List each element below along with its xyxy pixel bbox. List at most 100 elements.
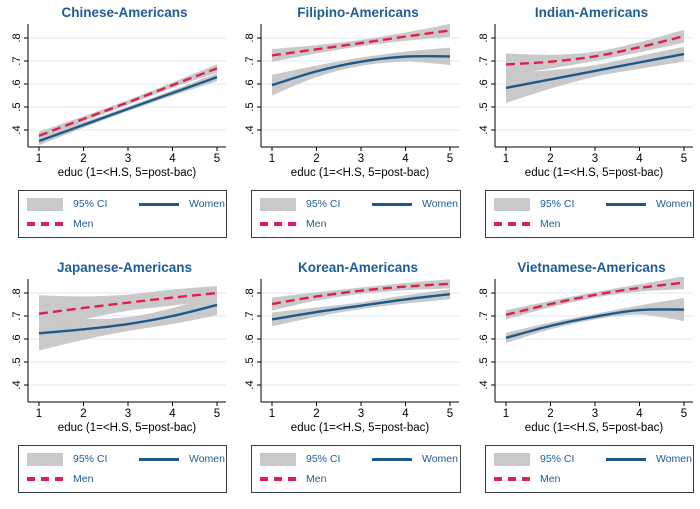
svg-text:3: 3 [592,408,598,420]
legend-row: Men [27,469,222,489]
svg-text:5: 5 [214,408,220,420]
legend-row: 95% CI Women [494,449,692,469]
svg-text:1: 1 [36,153,42,165]
svg-text:.6: .6 [244,334,256,343]
svg-text:3: 3 [358,153,364,165]
svg-text:.7: .7 [478,56,490,65]
svg-text:.7: .7 [478,311,490,320]
legend: 95% CI Women Men [18,445,227,493]
svg-text:1: 1 [503,408,509,420]
svg-text:.6: .6 [11,79,23,88]
women-line-swatch [606,457,646,461]
svg-text:5: 5 [214,153,220,165]
women-label: Women [189,198,225,210]
svg-text:educ (1=<H.S, 5=post-bac): educ (1=<H.S, 5=post-bac) [58,167,197,179]
legend-row: 95% CI Women [260,194,458,214]
svg-text:2: 2 [80,408,86,420]
svg-text:.8: .8 [478,288,490,297]
svg-text:4: 4 [636,153,643,165]
svg-text:.7: .7 [244,56,256,65]
svg-text:.4: .4 [244,125,256,134]
svg-text:.5: .5 [11,102,23,111]
legend-row: Men [27,214,222,234]
panel-title: Chinese-Americans [61,5,188,20]
svg-text:educ (1=<H.S, 5=post-bac): educ (1=<H.S, 5=post-bac) [525,422,664,434]
svg-text:.6: .6 [244,79,256,88]
svg-text:3: 3 [125,408,131,420]
men-line-swatch [494,477,534,481]
legend-row: 95% CI Women [260,449,458,469]
panel-indian-americans: Indian-Americans .4 .5 .6 .7 .8 1 2 3 4 5 educ (1=… [467,0,700,255]
svg-text:4: 4 [169,153,176,165]
svg-text:4: 4 [402,408,409,420]
men-label: Men [73,218,94,230]
svg-text:3: 3 [358,408,364,420]
svg-text:.6: .6 [478,334,490,343]
ci-swatch [27,197,63,211]
legend-row: Men [494,469,689,489]
women-line-swatch [139,457,179,461]
svg-text:.4: .4 [11,125,23,134]
ci-swatch [494,452,530,466]
svg-text:.4: .4 [478,380,490,389]
men-label: Men [306,473,327,485]
ci-swatch [260,452,296,466]
women-line-swatch [372,202,412,206]
panel-title: Indian-Americans [534,5,649,20]
women-label: Women [422,453,458,465]
svg-text:.5: .5 [244,102,256,111]
ci-label: 95% CI [540,453,575,465]
svg-text:2: 2 [313,408,319,420]
svg-text:1: 1 [269,153,275,165]
legend: 95% CI Women Men [18,190,227,238]
panel-plot: .4 .5 .6 .7 .8 1 2 3 4 5 educ (1=<H.S, 5=post-bac) [244,279,459,434]
svg-text:4: 4 [402,153,409,165]
panel-plot: .4 .5 .6 .7 .8 1 2 3 4 5 educ (1=<H.S, 5=post-bac) [11,279,226,434]
legend-row: Men [494,214,689,234]
men-line-swatch [27,222,67,226]
legend: 95% CI Women Men [485,190,694,238]
legend-row: 95% CI Women [27,194,225,214]
ci-swatch [494,197,530,211]
svg-text:2: 2 [547,408,553,420]
panel-plot: .4 .5 .6 .7 .8 1 2 3 4 5 educ (1=<H.S, 5=post-bac) [11,24,226,179]
women-line-swatch [606,202,646,206]
svg-text:.5: .5 [244,357,256,366]
svg-text:.5: .5 [478,357,490,366]
svg-text:.4: .4 [244,380,256,389]
legend: 95% CI Women Men [251,190,461,238]
svg-text:educ (1=<H.S, 5=post-bac): educ (1=<H.S, 5=post-bac) [58,422,197,434]
legend: 95% CI Women Men [485,445,694,493]
svg-text:.7: .7 [11,311,23,320]
ci-label: 95% CI [306,198,341,210]
women-label: Women [656,198,692,210]
svg-text:3: 3 [125,153,131,165]
women-line-swatch [372,457,412,461]
ci-label: 95% CI [306,453,341,465]
svg-text:.6: .6 [11,334,23,343]
ci-label: 95% CI [540,198,575,210]
ci-label: 95% CI [73,453,108,465]
svg-text:educ (1=<H.S, 5=post-bac): educ (1=<H.S, 5=post-bac) [291,422,430,434]
svg-text:5: 5 [447,408,453,420]
svg-text:2: 2 [547,153,553,165]
svg-text:.8: .8 [11,33,23,42]
svg-text:1: 1 [269,408,275,420]
svg-text:.7: .7 [244,311,256,320]
panel-chinese-americans: Chinese-Americans .4 .5 .6 .7 .8 1 2 3 4 5 educ (1… [0,0,233,255]
svg-text:.5: .5 [11,357,23,366]
svg-text:4: 4 [636,408,643,420]
men-line-swatch [260,477,300,481]
women-line-swatch [139,202,179,206]
svg-text:.8: .8 [478,33,490,42]
panel-filipino-americans: Filipino-Americans .4 .5 .6 .7 .8 1 2 3 4 5 educ (… [233,0,467,255]
men-line-swatch [494,222,534,226]
panel-korean-americans: Korean-Americans .4 .5 .6 .7 .8 1 2 3 4 5 educ (1=… [233,255,467,509]
men-line-swatch [27,477,67,481]
svg-text:2: 2 [313,153,319,165]
svg-text:.8: .8 [244,288,256,297]
ci-swatch [27,452,63,466]
svg-text:5: 5 [681,153,687,165]
men-label: Men [73,473,94,485]
panel-title: Vietnamese-Americans [517,260,666,275]
